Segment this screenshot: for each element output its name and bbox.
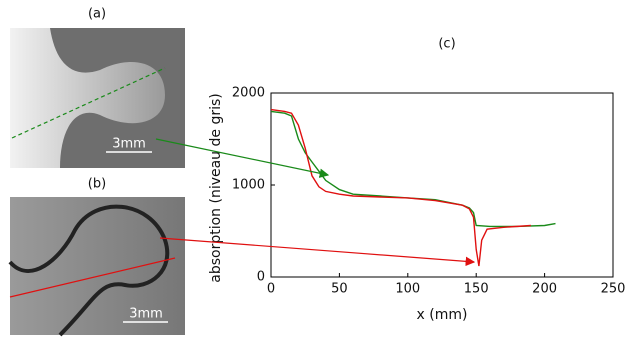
profile-line xyxy=(9,257,176,298)
series-line xyxy=(270,108,531,267)
profile-line xyxy=(11,67,166,139)
scale-label: 3mm xyxy=(129,307,163,322)
x-axis-label: x (mm) xyxy=(417,307,468,323)
chart-title: (c) xyxy=(438,37,455,52)
plot: 0 50 100 150 200 250 0 1000 2000 xyxy=(232,86,626,297)
x-tick-label: 150 xyxy=(464,282,489,297)
plot-frame xyxy=(270,92,614,278)
y-tick-label: 1000 xyxy=(232,178,265,193)
image-a-shape xyxy=(10,28,165,168)
y-axis-label: absorption (niveau de gris) xyxy=(208,93,224,283)
arrow xyxy=(159,237,476,267)
x-tick-label: 0 xyxy=(267,282,275,297)
scale-label: 3mm xyxy=(112,137,146,152)
panel-label: (a) xyxy=(88,7,106,22)
x-tick-label: 250 xyxy=(601,282,626,297)
y-tick-label: 0 xyxy=(257,270,265,285)
x-tick-label: 100 xyxy=(395,282,420,297)
y-tick-label: 2000 xyxy=(232,86,265,101)
x-tick-label: 50 xyxy=(331,282,348,297)
panel-label: (b) xyxy=(88,177,106,192)
arrow xyxy=(155,138,330,178)
series-line xyxy=(270,110,556,228)
x-tick-label: 200 xyxy=(532,282,557,297)
image-b-outline xyxy=(8,204,170,337)
image-b xyxy=(10,197,185,335)
